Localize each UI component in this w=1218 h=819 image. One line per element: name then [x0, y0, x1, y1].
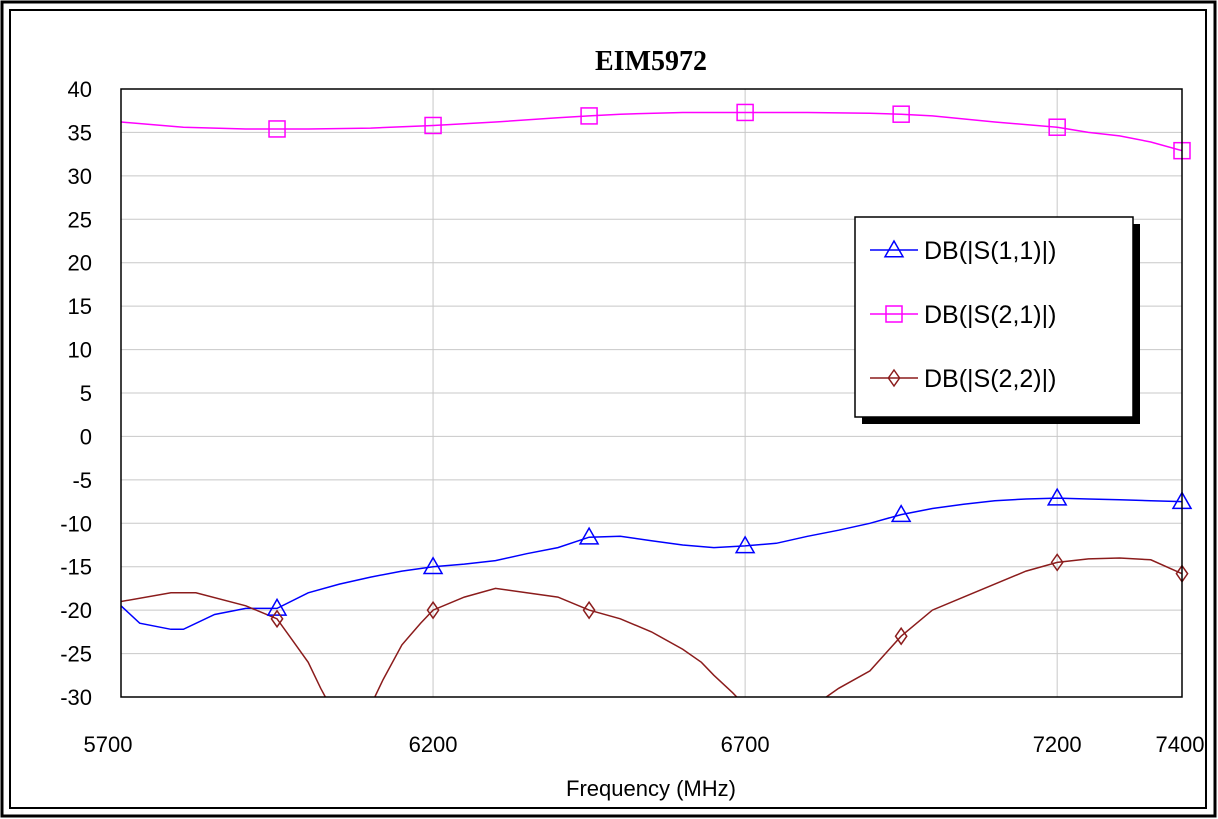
x-axis-label: Frequency (MHz): [566, 776, 736, 801]
series-2-marker: [892, 105, 910, 123]
y-tick-label: 25: [68, 207, 92, 232]
legend-label: DB(|S(2,1)|): [924, 301, 1056, 329]
series-1-marker: [578, 526, 600, 545]
series-2-marker: [736, 103, 754, 122]
series-1-marker: [1046, 487, 1068, 506]
x-axis-ticks: 5700 6200 6700 7200 7400: [84, 732, 1205, 757]
series-2-marker: [1048, 118, 1066, 136]
y-tick-label: 35: [68, 120, 92, 145]
y-tick-label: 5: [80, 381, 92, 406]
series-line-3: [121, 557, 1182, 697]
series-1-marker: [734, 535, 756, 554]
x-tick-label: 7200: [1033, 732, 1082, 757]
legend-label: DB(|S(1,1)|): [924, 237, 1056, 265]
series-3-marker: [270, 609, 284, 629]
x-tick-label: 7400: [1156, 732, 1205, 757]
series-2-marker: [580, 107, 598, 125]
x-tick-label: 6700: [721, 732, 770, 757]
series-3-marker: [894, 626, 908, 646]
x-tick-label: 5700: [84, 732, 133, 757]
y-tick-label: -30: [60, 685, 92, 710]
y-tick-label: 20: [68, 251, 92, 276]
y-tick-label: 0: [80, 424, 92, 449]
y-tick-label: 30: [68, 164, 92, 189]
x-tick-label: 6200: [409, 732, 458, 757]
series-1-marker: [890, 504, 912, 523]
legend-swatch-marker: [885, 305, 903, 323]
y-tick-label: -25: [60, 642, 92, 667]
inner-border: [9, 9, 1207, 809]
series-line-2: [121, 111, 1182, 152]
series-2-marker: [268, 120, 286, 138]
legend-label: DB(|S(2,2)|): [924, 365, 1056, 393]
chart-title: EIM5972: [595, 46, 707, 77]
y-tick-label: -15: [60, 555, 92, 580]
plot-area-border: [120, 88, 1183, 698]
legend: DB(|S(1,1)|) DB(|S(2,1)|) DB(|S(2,2)|): [854, 216, 1140, 424]
series-2-marker: [424, 116, 442, 135]
series-1-marker: [422, 556, 444, 575]
legend-entries: DB(|S(1,1)|) DB(|S(2,1)|) DB(|S(2,2)|): [870, 237, 1056, 393]
y-tick-label: -10: [60, 511, 92, 536]
legend-swatch-marker: [883, 239, 905, 258]
series-3-marker: [1050, 553, 1064, 572]
series-3-marker: [582, 600, 596, 620]
series-line-1: [121, 497, 1182, 631]
y-tick-label: -5: [72, 468, 92, 493]
series-1-marker: [266, 597, 288, 616]
y-tick-label: -20: [60, 598, 92, 623]
y-axis-ticks: 40 35 30 25 20 15 10 5 0 -5 -10 -15 -20 -25 -30: [60, 77, 92, 710]
y-tick-label: 10: [68, 338, 92, 363]
y-tick-label: 15: [68, 294, 92, 319]
marker-layer: [266, 103, 1193, 646]
legend-swatch-marker: [887, 368, 901, 388]
series-3-marker: [426, 600, 440, 620]
series-layer: [121, 111, 1182, 697]
y-tick-label: 40: [68, 77, 92, 102]
